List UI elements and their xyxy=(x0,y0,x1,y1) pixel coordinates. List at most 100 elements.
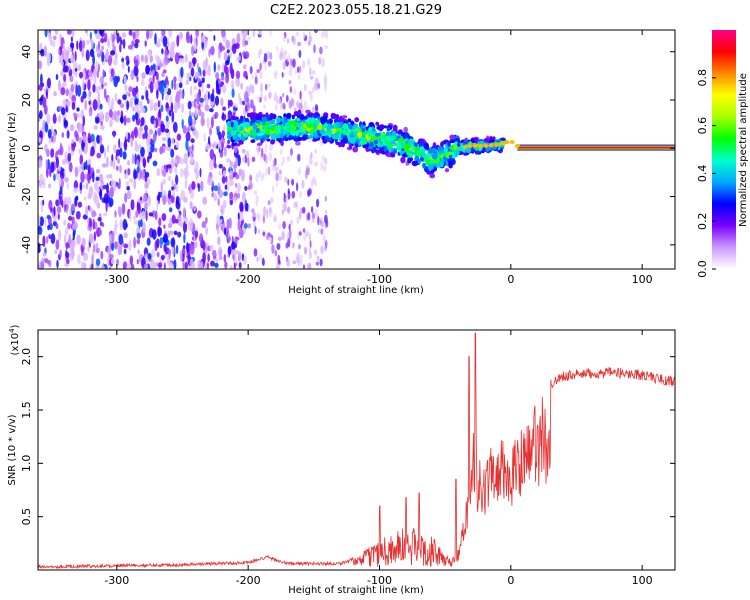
heat-cell xyxy=(218,171,222,176)
heat-cell xyxy=(132,87,137,97)
heat-cell xyxy=(257,170,262,178)
heat-cell xyxy=(144,40,147,47)
heat-cell xyxy=(210,176,213,188)
heat-cell xyxy=(283,117,288,123)
heat-cell xyxy=(111,231,115,243)
heat-cell xyxy=(348,123,353,130)
heat-cell xyxy=(100,179,104,185)
heat-cell xyxy=(216,227,220,235)
heat-cell xyxy=(297,74,301,80)
heat-cell xyxy=(247,35,251,41)
heat-cell xyxy=(190,34,193,44)
heat-cell xyxy=(383,125,387,129)
heat-cell xyxy=(97,40,101,51)
heat-cell xyxy=(282,61,286,70)
heat-cell xyxy=(70,150,74,157)
heat-cell xyxy=(54,249,58,254)
heat-cell xyxy=(295,182,299,192)
heat-cell xyxy=(283,50,288,55)
heat-cell xyxy=(194,106,198,118)
heat-cell xyxy=(162,69,167,74)
heat-cell xyxy=(158,62,163,68)
heat-cell xyxy=(134,39,140,44)
heat-cell xyxy=(126,100,130,110)
heat-cell xyxy=(256,69,261,73)
heat-cell xyxy=(156,198,159,211)
heat-cell xyxy=(224,184,228,190)
heat-cell xyxy=(76,107,80,112)
heat-cell xyxy=(129,99,134,108)
heat-cell xyxy=(151,229,157,240)
heat-cell xyxy=(447,140,451,147)
heat-cell xyxy=(67,222,71,230)
heat-cell xyxy=(135,30,140,39)
heat-cell xyxy=(146,237,151,246)
heat-cell xyxy=(342,137,349,143)
heat-cell xyxy=(298,128,304,133)
heat-cell xyxy=(193,41,197,53)
heat-cell xyxy=(235,103,238,108)
heat-cell xyxy=(77,254,81,265)
heat-cell xyxy=(188,146,192,153)
heat-cell xyxy=(270,127,274,132)
heat-cell xyxy=(113,180,117,192)
heat-cell xyxy=(407,157,412,164)
heat-cell xyxy=(264,94,267,102)
heat-cell xyxy=(119,147,123,158)
x-tick-label: -300 xyxy=(104,273,129,286)
heat-cell xyxy=(113,110,117,121)
heat-cell xyxy=(121,61,125,70)
heat-cell xyxy=(130,199,135,211)
heat-cell xyxy=(236,182,241,193)
heat-cell xyxy=(249,66,253,74)
heat-cell xyxy=(135,210,139,218)
heat-cell xyxy=(112,132,116,138)
heat-cell xyxy=(429,160,433,165)
heat-cell xyxy=(215,112,219,119)
heat-cell xyxy=(397,130,402,135)
x-tick-label: -200 xyxy=(236,574,261,587)
heat-cell xyxy=(128,239,132,251)
heat-cell xyxy=(126,263,131,269)
heat-cell xyxy=(197,182,200,189)
heat-cell xyxy=(116,75,120,83)
heat-cell xyxy=(68,234,72,245)
heat-cell xyxy=(205,69,210,76)
y-multiplier-label: (x104) xyxy=(8,324,21,355)
heat-cell xyxy=(342,123,349,130)
heat-cell xyxy=(362,137,368,145)
heat-cell xyxy=(313,44,316,54)
heat-cell xyxy=(83,196,87,201)
heat-cell xyxy=(220,45,226,51)
heat-cell xyxy=(97,91,100,103)
heat-cell xyxy=(221,175,226,184)
heat-cell xyxy=(43,177,46,190)
heat-cell xyxy=(234,196,237,204)
heat-cell xyxy=(296,216,300,225)
heat-cell xyxy=(183,232,186,244)
heat-cell xyxy=(65,204,69,214)
heat-cell xyxy=(463,140,469,145)
heat-cell xyxy=(189,201,193,210)
heat-cell xyxy=(184,53,188,63)
heat-cell xyxy=(165,102,169,109)
heat-cell xyxy=(365,143,370,148)
heat-cell xyxy=(323,77,328,87)
heat-cell xyxy=(105,111,109,123)
heat-cell xyxy=(107,96,111,106)
heat-cell xyxy=(58,177,62,186)
heat-cell xyxy=(418,138,424,144)
heat-cell xyxy=(133,126,138,139)
heat-cell xyxy=(263,104,266,110)
heat-cell xyxy=(111,243,115,251)
heat-cell xyxy=(234,250,239,255)
heat-cell xyxy=(57,213,60,220)
heat-cell xyxy=(88,100,91,105)
heat-cell xyxy=(353,131,357,136)
heat-cell xyxy=(95,117,100,124)
heat-cell xyxy=(96,152,102,159)
heat-cell xyxy=(161,72,165,78)
heat-cell xyxy=(310,75,314,80)
heatmap-area xyxy=(38,30,675,269)
heat-cell xyxy=(256,96,261,102)
